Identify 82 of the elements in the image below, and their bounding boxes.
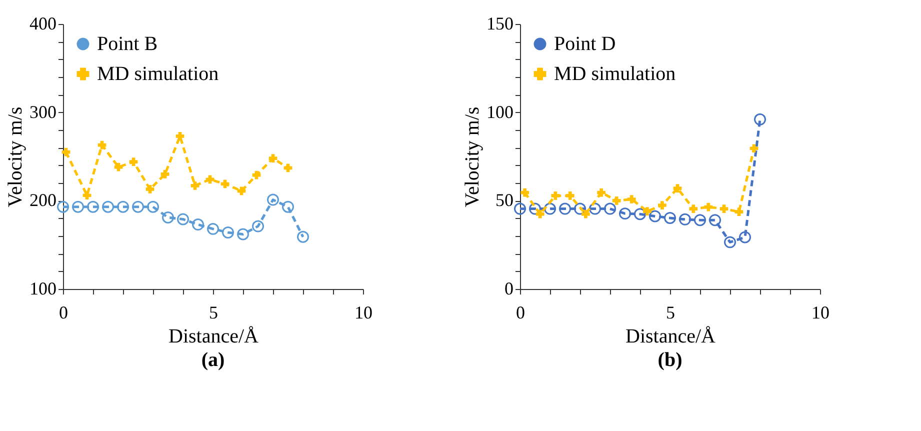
- legend-label: MD simulation: [97, 63, 219, 85]
- point: [297, 230, 309, 243]
- text: (b): [658, 349, 682, 371]
- point: [604, 202, 616, 215]
- x-tick-label: 10: [812, 302, 830, 322]
- point: [658, 201, 666, 210]
- point: [619, 208, 631, 220]
- point: [551, 192, 560, 200]
- point: [704, 202, 713, 212]
- point: [62, 148, 70, 156]
- point: [589, 202, 601, 215]
- y-tick-label: 100: [30, 278, 56, 298]
- point: [582, 210, 590, 218]
- y-tick-label: 400: [30, 14, 56, 34]
- point: [720, 204, 728, 213]
- point: [536, 210, 544, 218]
- point: [132, 200, 144, 213]
- y-tick-label: 50: [496, 190, 514, 210]
- point: [282, 200, 294, 213]
- point: [566, 192, 574, 200]
- point: [82, 191, 92, 200]
- x-axis-title: Distance/Å: [168, 326, 260, 348]
- point: [634, 208, 646, 220]
- point: [673, 184, 682, 192]
- point: [649, 210, 661, 222]
- point: [724, 236, 736, 248]
- legend-label: Point B: [97, 33, 158, 55]
- point: [146, 185, 154, 194]
- point: [177, 213, 189, 226]
- point: [222, 226, 234, 238]
- y-tick-label: 0: [504, 278, 514, 298]
- y-tick-label: 300: [30, 102, 56, 122]
- point: [520, 188, 529, 197]
- point: [114, 162, 123, 172]
- point: [709, 214, 721, 226]
- point: [734, 208, 744, 216]
- point: [664, 212, 676, 224]
- point: [117, 200, 129, 213]
- point: [750, 144, 758, 153]
- point: [162, 211, 174, 224]
- point: [220, 180, 230, 188]
- point: [597, 188, 606, 197]
- point: [739, 231, 751, 244]
- point: [643, 207, 652, 216]
- point: [129, 158, 138, 166]
- point: [160, 170, 170, 178]
- point: [192, 218, 204, 230]
- y-tick-label: 100: [486, 102, 514, 122]
- x-tick-label: 5: [209, 302, 218, 322]
- point: [176, 132, 184, 140]
- point: [87, 200, 99, 213]
- x-tick-label: 5: [666, 302, 675, 322]
- point: [267, 194, 279, 206]
- legend-label: MD simulation: [554, 63, 676, 85]
- point: [529, 202, 541, 215]
- point: [574, 202, 586, 215]
- legend-label: Point D: [554, 33, 616, 55]
- point: [544, 202, 556, 215]
- point: [57, 200, 69, 213]
- point: [612, 196, 621, 205]
- point: [268, 154, 278, 162]
- point: [559, 202, 571, 215]
- y-axis-title: Velocity m/s: [4, 106, 26, 208]
- x-tick-label: 10: [354, 302, 372, 322]
- point: [72, 200, 84, 213]
- point: [679, 213, 691, 226]
- point: [627, 195, 636, 204]
- point: [237, 228, 249, 240]
- point: [147, 200, 159, 213]
- y-tick-label: 150: [486, 14, 514, 34]
- point: [689, 204, 698, 213]
- point: [694, 214, 706, 226]
- y-axis-title: Velocity m/s: [462, 106, 484, 208]
- point: [754, 113, 766, 126]
- point: [252, 220, 264, 232]
- y-tick-label: 200: [30, 190, 56, 210]
- point: [207, 222, 219, 235]
- point: [514, 202, 526, 215]
- point: [190, 181, 200, 190]
- point: [102, 200, 114, 213]
- x-axis-title: Distance/Å: [626, 326, 716, 348]
- text: (a): [201, 349, 225, 371]
